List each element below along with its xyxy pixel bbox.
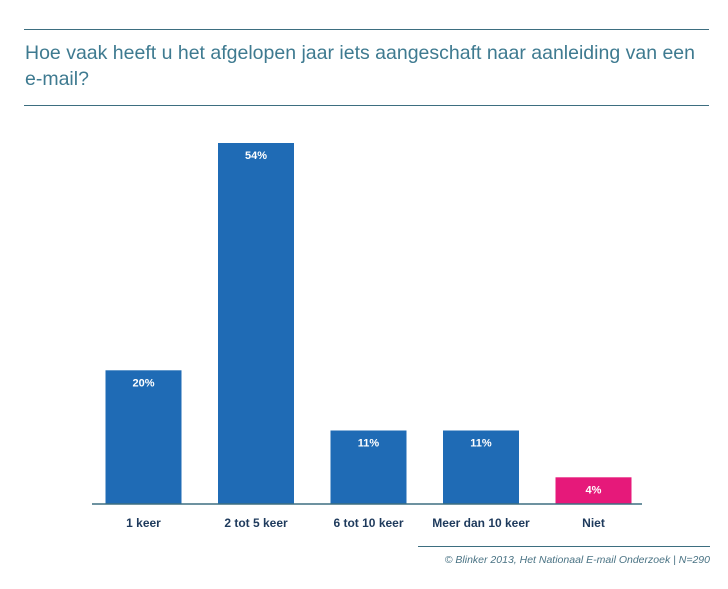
top-rule [24,29,709,30]
value-label-0: 20% [132,377,154,389]
value-label-4: 4% [586,484,602,496]
bars-group [105,143,632,504]
category-label-0: 1 keer [126,516,161,530]
value-label-1: 54% [245,150,267,162]
bar-3 [443,430,519,504]
bar-2 [330,430,407,504]
source-note: © Blinker 2013, Het Nationaal E-mail Ond… [444,554,710,566]
chart-title: Hoe vaak heeft u het afgelopen jaar iets… [25,42,695,90]
category-labels-group: 1 keer 2 tot 5 keer 6 tot 10 keer Meer dan … [126,516,605,530]
value-labels-group: 20% 54% 11% 11% 4% [132,150,601,496]
category-label-2: 6 tot 10 keer [333,516,403,530]
category-label-4: Niet [582,516,605,530]
source-rule [418,546,710,547]
value-label-3: 11% [470,438,492,450]
bar-0 [105,370,182,504]
title-underline [24,105,709,106]
category-label-3: Meer dan 10 keer [432,516,530,530]
category-label-1: 2 tot 5 keer [224,516,288,530]
bar-4 [555,477,632,504]
value-label-2: 11% [358,438,380,450]
bar-1 [218,143,294,504]
